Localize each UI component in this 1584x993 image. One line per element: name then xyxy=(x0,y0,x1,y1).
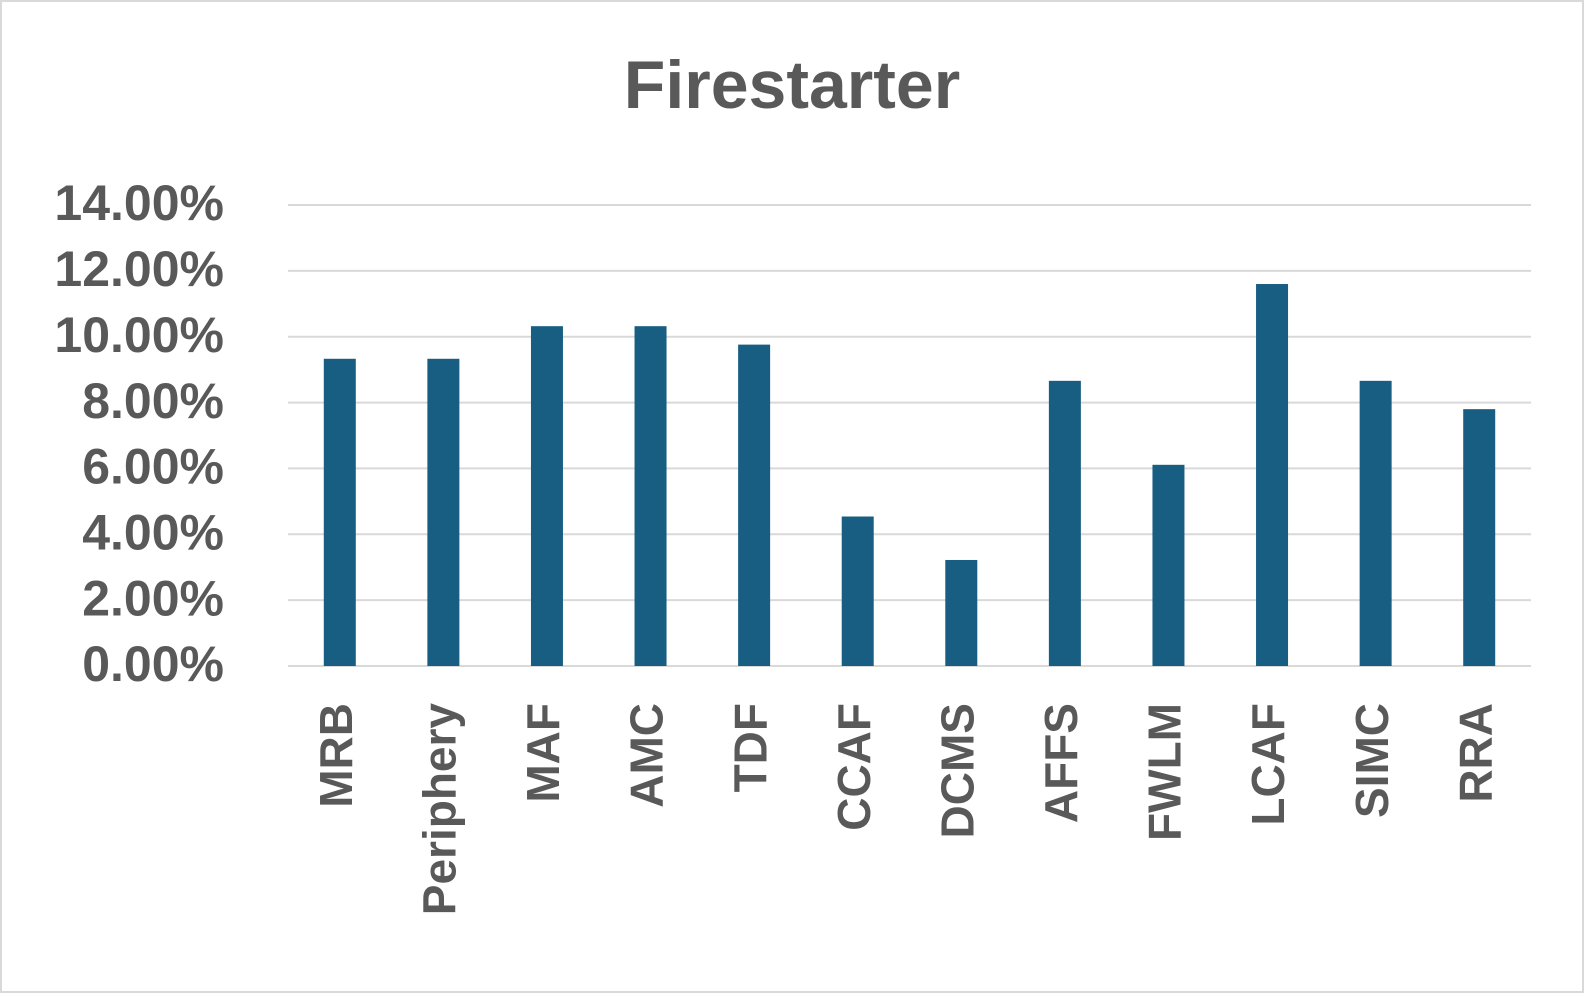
y-tick-label: 10.00% xyxy=(54,307,224,363)
x-tick-label: FWLM xyxy=(1139,703,1191,841)
y-tick-label: 12.00% xyxy=(54,241,224,297)
bar xyxy=(1359,380,1392,666)
bar xyxy=(841,516,874,666)
bar xyxy=(530,326,563,666)
x-tick-label: SIMC xyxy=(1346,703,1398,818)
x-tick-label: MAF xyxy=(517,703,569,803)
y-tick-label: 4.00% xyxy=(82,504,224,560)
bar xyxy=(1048,380,1081,666)
x-tick-label: RRA xyxy=(1449,703,1501,803)
bar xyxy=(323,358,356,666)
y-tick-label: 8.00% xyxy=(82,373,224,429)
y-tick-label: 2.00% xyxy=(82,570,224,626)
x-tick-label: LCAF xyxy=(1242,703,1294,826)
bar xyxy=(738,344,771,666)
bar xyxy=(945,559,978,666)
x-tick-label: CCAF xyxy=(828,703,880,831)
bar xyxy=(1256,284,1289,666)
x-tick-label: DCMS xyxy=(931,703,983,838)
bar xyxy=(427,358,460,666)
y-tick-label: 6.00% xyxy=(82,439,224,495)
bar xyxy=(634,326,667,666)
x-tick-label: AMC xyxy=(621,703,673,808)
x-tick-label: Periphery xyxy=(414,703,466,916)
bar xyxy=(1463,409,1496,666)
x-tick-label: TDF xyxy=(724,703,776,792)
y-tick-label: 0.00% xyxy=(82,636,224,692)
chart-title: Firestarter xyxy=(624,47,960,123)
y-tick-label: 14.00% xyxy=(54,175,224,231)
x-tick-label: MRB xyxy=(310,703,362,808)
x-tick-label: AFFS xyxy=(1035,703,1087,823)
bar xyxy=(1152,464,1185,666)
